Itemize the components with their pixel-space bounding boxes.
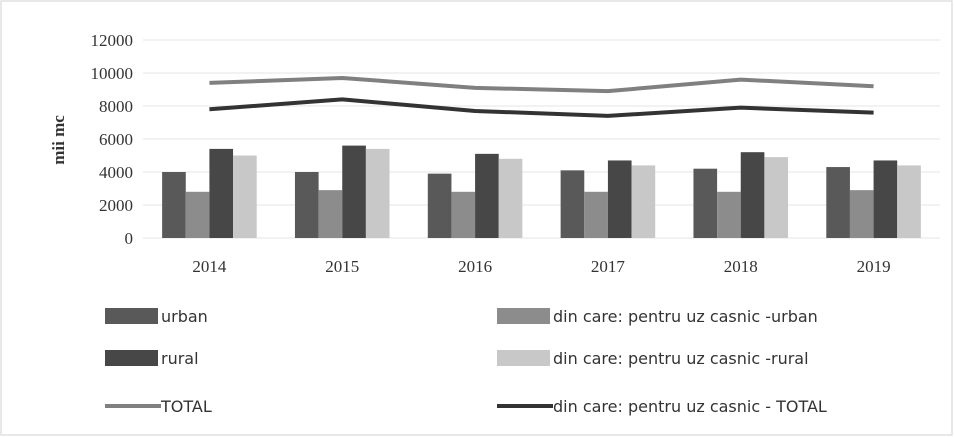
bar <box>873 160 898 238</box>
bar <box>365 148 390 238</box>
y-axis-title: mii mc <box>49 115 68 165</box>
bar <box>451 191 476 238</box>
bar <box>475 153 499 238</box>
x-tick-label: 2014 <box>192 257 227 276</box>
y-tick-label: 8000 <box>99 97 133 116</box>
y-tick-label: 12000 <box>91 31 134 50</box>
bar <box>318 190 343 238</box>
x-tick-label: 2016 <box>458 257 492 276</box>
legend-swatch <box>105 350 158 366</box>
legend-swatch <box>497 308 550 324</box>
legend-swatch <box>105 308 158 324</box>
y-tick-label: 6000 <box>99 130 133 149</box>
bar <box>185 191 210 238</box>
legend-label: din care: pentru uz casnic - TOTAL <box>553 397 827 416</box>
line <box>209 75 874 94</box>
legend-label: urban <box>161 307 208 326</box>
bar <box>607 160 632 238</box>
x-tick-label: 2018 <box>724 257 758 276</box>
bar <box>740 152 765 238</box>
bar <box>631 165 656 238</box>
legend-label: din care: pentru uz casnic -rural <box>553 349 809 368</box>
x-tick-label: 2019 <box>857 257 891 276</box>
bar <box>427 173 452 238</box>
bar <box>849 190 874 238</box>
bar <box>342 145 366 238</box>
bar <box>897 165 921 238</box>
line <box>209 97 874 118</box>
y-tick-label: 10000 <box>91 64 134 83</box>
bar <box>498 158 523 238</box>
legend-swatch <box>497 350 550 366</box>
bar <box>584 191 608 238</box>
legend-label: TOTAL <box>160 397 212 416</box>
bar <box>162 172 186 238</box>
legend-label: rural <box>161 349 199 368</box>
y-tick-label: 4000 <box>99 163 133 182</box>
bar <box>209 148 234 238</box>
x-tick-label: 2015 <box>325 257 359 276</box>
bar <box>826 167 850 238</box>
bar <box>764 157 789 238</box>
bar <box>233 155 257 238</box>
y-tick-label: 0 <box>125 229 134 248</box>
legend-label: din care: pentru uz casnic -urban <box>553 307 818 326</box>
x-tick-label: 2017 <box>591 257 626 276</box>
bar <box>294 172 319 238</box>
bar <box>560 170 585 238</box>
bar <box>693 168 718 238</box>
bar <box>717 191 741 238</box>
y-tick-label: 2000 <box>99 196 133 215</box>
